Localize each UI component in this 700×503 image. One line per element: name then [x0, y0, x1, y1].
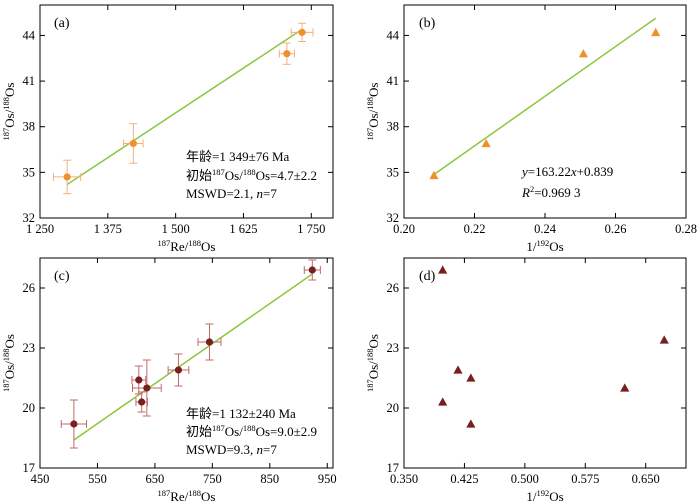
y-tick-label: 35 [23, 165, 36, 179]
regression-line [433, 17, 657, 176]
y-tick-label: 41 [23, 74, 36, 88]
panel-label: (c) [54, 269, 70, 284]
y-tick-label: 20 [23, 401, 36, 415]
plot-frame [39, 4, 334, 219]
data-point [308, 266, 316, 274]
x-tick-label: 750 [203, 472, 222, 486]
annotation-line: 初始187Os/188Os=9.0±2.9 [186, 423, 317, 439]
x-tick-label: 1 250 [26, 222, 54, 236]
data-point [298, 28, 306, 36]
y-tick-label: 38 [23, 120, 36, 134]
data-point [578, 49, 589, 58]
x-axis-label: 187Re/188Os [157, 238, 215, 254]
y-tick-label: 26 [23, 281, 36, 295]
data-point [651, 27, 661, 37]
annotation-line: MSWD=9.3, n=7 [186, 442, 277, 457]
data-point [283, 50, 291, 58]
y-tick-label: 41 [387, 74, 400, 88]
x-tick-label: 1 375 [94, 222, 122, 236]
panel-c: 450 550 650 750 850 950 17 20 23 26 187Re/188Os 187… [1, 257, 337, 503]
x-tick-label: 0.500 [511, 472, 539, 486]
x-tick-label: 550 [88, 472, 107, 486]
y-tick-label: 23 [23, 341, 36, 355]
data-point [659, 335, 669, 344]
plot-frame [39, 257, 334, 469]
x-tick-label: 0.350 [390, 472, 418, 486]
annotation-line: MSWD=2.1, n=7 [186, 186, 277, 201]
x-tick-label: 1 625 [229, 222, 257, 236]
x-tick-label: 0.575 [571, 472, 599, 486]
panel-label: (d) [419, 269, 436, 284]
y-tick-label: 38 [387, 120, 400, 134]
data-point [438, 397, 448, 406]
y-tick-label: 35 [387, 165, 400, 179]
panel-b: 0.20 0.22 0.24 0.26 0.28 32 35 38 41 44 1/192Os 187… [365, 4, 697, 254]
panel-label: (b) [419, 16, 436, 31]
y-tick-label: 26 [387, 281, 400, 295]
x-tick-label: 850 [260, 472, 279, 486]
annotation-line: R2=0.969 3 [521, 184, 581, 200]
annotation-line: 年龄=1 132±240 Ma [186, 406, 296, 421]
x-tick-label: 950 [318, 472, 337, 486]
x-tick-label: 0.425 [450, 472, 478, 486]
data-point [453, 365, 463, 374]
y-tick-label: 44 [23, 28, 36, 42]
data-point [466, 373, 476, 382]
y-axis-label: 187Os/188Os [365, 82, 381, 140]
y-tick-label: 17 [23, 461, 36, 475]
y-axis-label: 187Os/188Os [1, 82, 17, 140]
x-tick-label: 0.20 [393, 222, 415, 236]
data-point [70, 420, 78, 428]
annotation-line: y=163.22x+0.839 [520, 164, 613, 179]
x-tick-label: 1 500 [162, 222, 190, 236]
data-point [466, 419, 476, 428]
x-tick-label: 650 [146, 472, 165, 486]
data-point [129, 139, 137, 148]
y-tick-label: 32 [387, 211, 400, 225]
panel-a: 1 250 1 375 1 500 1 625 1 750 32 35 38 41 44 187Re… [1, 4, 334, 254]
x-axis-label: 1/192Os [526, 238, 563, 254]
panel-label: (a) [54, 16, 70, 31]
y-tick-label: 23 [387, 341, 400, 355]
data-point [429, 170, 439, 180]
annotation-line: 初始187Os/188Os=4.7±2.2 [186, 167, 317, 183]
data-point [135, 376, 143, 384]
x-tick-label: 0.26 [605, 222, 627, 236]
x-tick-label: 0.650 [632, 472, 660, 486]
plot-frame [403, 257, 687, 469]
x-axis-label: 187Re/188Os [157, 488, 215, 503]
data-point [174, 366, 183, 374]
y-axis-label: 187Os/188Os [365, 334, 381, 392]
panel-d: 0.350 0.425 0.500 0.575 0.650 17 20 23 26 1/192Os… [365, 257, 687, 503]
x-tick-label: 450 [31, 472, 50, 486]
y-tick-label: 20 [387, 401, 400, 415]
y-axis-label: 187Os/188Os [1, 334, 17, 392]
annotation-line: 年龄=1 349±76 Ma [186, 149, 290, 164]
x-tick-label: 1 750 [297, 222, 325, 236]
x-axis-label: 1/192Os [526, 488, 563, 503]
y-tick-label: 17 [387, 461, 400, 475]
y-tick-label: 44 [387, 28, 400, 42]
x-tick-label: 0.24 [534, 222, 557, 236]
x-tick-label: 0.22 [464, 222, 486, 236]
data-point [620, 383, 630, 392]
regression-line [73, 273, 313, 441]
data-point [438, 265, 448, 274]
x-tick-label: 0.28 [675, 222, 697, 236]
data-point [481, 138, 491, 148]
y-tick-label: 32 [23, 211, 36, 225]
regression-line [66, 28, 303, 186]
data-point [138, 398, 146, 406]
data-point [143, 384, 151, 392]
data-point [63, 173, 71, 181]
data-point [205, 338, 214, 346]
